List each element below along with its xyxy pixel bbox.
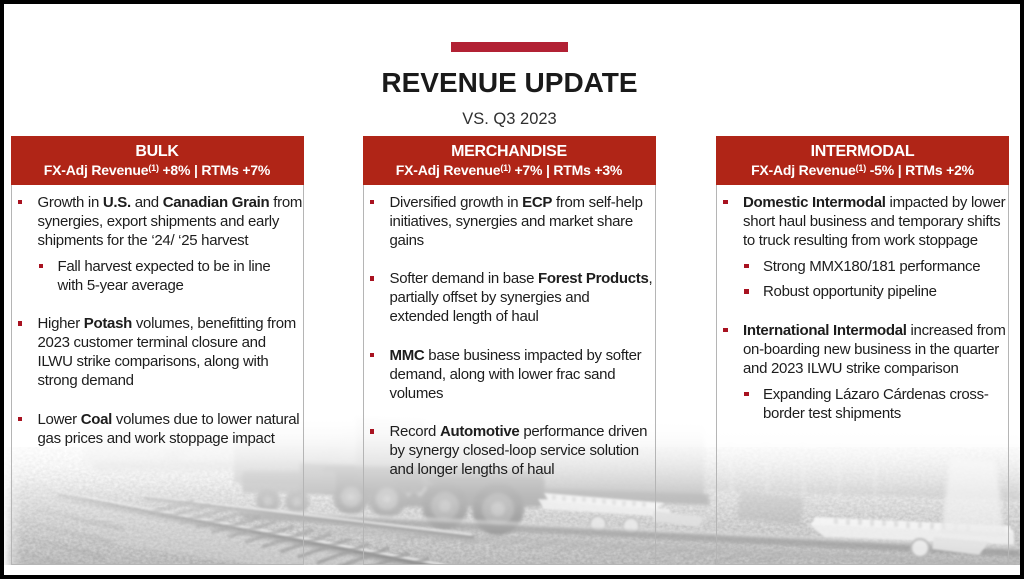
sub-bullet-item: Strong MMX180/181 performance bbox=[717, 257, 1008, 276]
bullet-item: Softer demand in base Forest Products, pa… bbox=[364, 269, 655, 326]
category-column-merchandise: MERCHANDISE FX-Adj Revenue(1) +7% | RTMs… bbox=[362, 135, 656, 565]
bullet-text-line: synergies, export shipments and early bbox=[37, 212, 280, 230]
bullet-text-line: ILWU strike comparisons, along with bbox=[37, 353, 269, 370]
bullet-square-icon bbox=[744, 263, 749, 269]
bullet-text-line: shipments for the ‘24/ ‘25 harvest bbox=[37, 231, 249, 249]
bullet-text-line: Fall harvest expected to be in line bbox=[57, 257, 271, 275]
bullet-square-icon bbox=[17, 321, 22, 326]
bullet-text-line: initiatives, synergies and market share bbox=[389, 212, 634, 230]
bullet-item: Lower Coal volumes due to lower natural g… bbox=[12, 410, 303, 448]
bullet-text-line: Record Automotive performance driven bbox=[389, 423, 648, 440]
bullet-text-line: MMC base business impacted by softer bbox=[389, 346, 642, 364]
slide-canvas: REVENUE UPDATE VS. Q3 2023 BULK FX-Adj R… bbox=[4, 4, 1020, 575]
bullet-text-line: and 2023 ILWU strike comparison bbox=[743, 359, 959, 377]
bullet-square-icon bbox=[369, 199, 374, 205]
column-stats-values: +7% | RTMs +3% bbox=[510, 161, 623, 178]
bullet-square-icon bbox=[744, 391, 749, 397]
bullet-square-icon bbox=[369, 276, 374, 281]
column-title: INTERMODAL bbox=[810, 142, 915, 160]
bullet-item: Record Automotive performance driven by s… bbox=[364, 422, 655, 479]
column-stats-superscript: (1) bbox=[148, 162, 159, 173]
bullet-item: Domestic Intermodal impacted by lower sho… bbox=[717, 193, 1008, 250]
bullet-text-line: Robust opportunity pipeline bbox=[763, 283, 937, 300]
bullet-text-line: 2023 customer terminal closure and bbox=[37, 334, 267, 351]
bullet-text-line: Expanding Lázaro Cárdenas cross- bbox=[763, 385, 989, 403]
column-header: INTERMODAL FX-Adj Revenue(1) -5% | RTMs … bbox=[716, 135, 1009, 185]
bullet-text-line: Diversified growth in ECP from self-help bbox=[389, 193, 643, 211]
column-stats-superscript: (1) bbox=[855, 162, 867, 173]
column-body: Diversified growth in ECP from self-help… bbox=[362, 184, 656, 565]
column-stats: FX-Adj Revenue(1) -5% | RTMs +2% bbox=[716, 162, 1009, 180]
bullet-item: Diversified growth in ECP from self-help… bbox=[364, 193, 655, 250]
accent-bar bbox=[451, 41, 568, 52]
bullet-text-line: International Intermodal increased from bbox=[743, 321, 1006, 339]
bullet-text-line: gains bbox=[389, 231, 425, 249]
column-header: BULK FX-Adj Revenue(1) +8% | RTMs +7% bbox=[10, 135, 304, 185]
bullet-square-icon bbox=[744, 289, 749, 294]
bullet-text-line: Strong MMX180/181 performance bbox=[763, 257, 981, 275]
bullet-text-line: to truck resulting from work stoppage bbox=[743, 231, 978, 249]
sub-bullet-item: Expanding Lázaro Cárdenas cross-border t… bbox=[717, 385, 1008, 423]
bullet-text-line: Domestic Intermodal impacted by lower bbox=[743, 193, 1006, 211]
bullet-item: MMC base business impacted by softer dema… bbox=[364, 346, 655, 403]
column-stats-values: +8% | RTMs +7% bbox=[158, 161, 271, 178]
column-body: Growth in U.S. and Canadian Grain from sy… bbox=[10, 184, 304, 565]
bullet-text-line: gas prices and work stoppage impact bbox=[37, 429, 275, 447]
slide-title: REVENUE UPDATE bbox=[381, 67, 638, 98]
column-stats: FX-Adj Revenue(1) +7% | RTMs +3% bbox=[363, 162, 656, 180]
bullet-square-icon bbox=[369, 429, 374, 434]
bullet-square-icon bbox=[38, 263, 43, 269]
column-stats: FX-Adj Revenue(1) +8% | RTMs +7% bbox=[11, 162, 304, 180]
bullet-square-icon bbox=[17, 199, 22, 205]
column-body: Domestic Intermodal impacted by lower sho… bbox=[716, 184, 1009, 565]
bullet-text-line: Lower Coal volumes due to lower natural bbox=[37, 410, 300, 428]
bullet-text-line: Growth in U.S. and Canadian Grain from bbox=[37, 193, 303, 211]
bullet-item: Higher Potash volumes, benefitting from 2… bbox=[12, 314, 303, 390]
bullet-text-line: partially offset by synergies and bbox=[389, 289, 590, 306]
bullet-text-line: on-boarding new business in the quarter bbox=[743, 340, 999, 358]
bullet-square-icon bbox=[17, 416, 22, 422]
bullet-text-line: extended length of haul bbox=[389, 308, 539, 325]
bullet-text-line: Softer demand in base Forest Products, bbox=[389, 270, 653, 287]
slide-subtitle: VS. Q3 2023 bbox=[462, 109, 557, 128]
column-stats-label: FX-Adj Revenue bbox=[395, 161, 501, 178]
bullet-text-line: strong demand bbox=[37, 372, 134, 389]
category-column-intermodal: INTERMODAL FX-Adj Revenue(1) -5% | RTMs … bbox=[716, 135, 1009, 565]
bullet-item: International Intermodal increased from o… bbox=[717, 321, 1008, 378]
bullet-text-line: by synergy closed-loop service solution bbox=[389, 442, 640, 459]
bullet-text-line: Higher Potash volumes, benefitting from bbox=[37, 315, 297, 332]
sub-bullet-item: Robust opportunity pipeline bbox=[717, 282, 1008, 301]
column-stats-values: -5% | RTMs +2% bbox=[866, 161, 974, 178]
railway-background-photo bbox=[4, 405, 1020, 565]
bullet-square-icon bbox=[723, 199, 728, 205]
bullet-text-line: volumes bbox=[389, 384, 444, 402]
bullet-text-line: and longer lengths of haul bbox=[389, 461, 555, 478]
column-title: BULK bbox=[135, 142, 179, 160]
column-stats-label: FX-Adj Revenue bbox=[43, 161, 149, 178]
bullet-text-line: with 5-year average bbox=[57, 276, 184, 294]
bullet-text-line: border test shipments bbox=[763, 404, 901, 422]
bullet-item: Growth in U.S. and Canadian Grain from sy… bbox=[12, 193, 303, 250]
bullet-text-line: demand, along with lower frac sand bbox=[389, 365, 616, 383]
column-stats-label: FX-Adj Revenue bbox=[751, 161, 856, 178]
bullet-text-line: short haul business and temporary shifts bbox=[743, 212, 1001, 230]
column-header: MERCHANDISE FX-Adj Revenue(1) +7% | RTMs… bbox=[362, 135, 656, 185]
column-stats-superscript: (1) bbox=[500, 162, 511, 173]
sub-bullet-item: Fall harvest expected to be in line with … bbox=[12, 257, 303, 295]
bullet-square-icon bbox=[723, 327, 728, 333]
column-title: MERCHANDISE bbox=[451, 142, 567, 160]
category-column-bulk: BULK FX-Adj Revenue(1) +8% | RTMs +7% Gr… bbox=[10, 135, 304, 565]
photo-left-fade bbox=[4, 405, 204, 565]
bullet-square-icon bbox=[369, 352, 374, 358]
